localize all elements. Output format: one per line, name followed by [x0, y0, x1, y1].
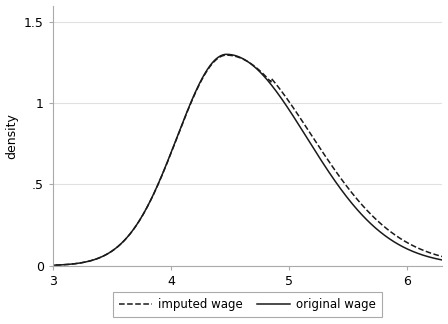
- original wage: [197, 82, 202, 86]
- original wage: [43, 263, 48, 267]
- imputed wage: [43, 263, 48, 267]
- imputed wage: [396, 236, 402, 240]
- imputed wage: [215, 57, 220, 61]
- original wage: [224, 52, 229, 56]
- imputed wage: [340, 179, 346, 183]
- Y-axis label: density: density: [5, 113, 18, 158]
- original wage: [340, 190, 346, 194]
- imputed wage: [197, 83, 202, 87]
- Legend: imputed wage, original wage: imputed wage, original wage: [113, 292, 382, 317]
- imputed wage: [224, 53, 229, 57]
- original wage: [388, 237, 393, 241]
- Line: original wage: original wage: [0, 54, 448, 266]
- original wage: [396, 243, 402, 247]
- imputed wage: [388, 229, 393, 233]
- Line: imputed wage: imputed wage: [0, 55, 448, 266]
- original wage: [215, 56, 220, 60]
